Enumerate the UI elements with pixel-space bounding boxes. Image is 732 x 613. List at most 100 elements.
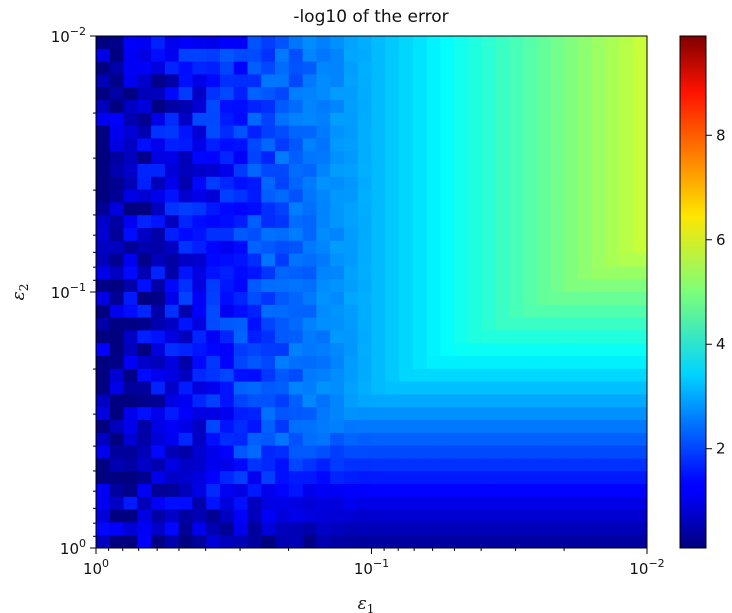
- heatmap-cell: [137, 304, 152, 319]
- heatmap-cell: [178, 100, 193, 114]
- heatmap-cell: [123, 151, 138, 165]
- heatmap-cell: [123, 356, 138, 370]
- heatmap-cell: [206, 407, 221, 421]
- heatmap-cell: [288, 74, 304, 88]
- heatmap-cell: [467, 420, 483, 434]
- heatmap-cell: [192, 458, 207, 472]
- heatmap-cell: [509, 112, 524, 127]
- heatmap-cell: [357, 317, 373, 331]
- heatmap-cell: [219, 407, 235, 421]
- heatmap-cell: [288, 266, 304, 280]
- heatmap-cell: [343, 189, 359, 203]
- heatmap-cell: [440, 48, 455, 63]
- heatmap-cell: [288, 368, 304, 383]
- heatmap-cell: [123, 317, 138, 331]
- heatmap-cell: [219, 292, 235, 306]
- heatmap-cell: [523, 458, 538, 472]
- heatmap-cell: [247, 36, 262, 50]
- heatmap-cell: [426, 522, 441, 536]
- heatmap-cell: [550, 202, 565, 216]
- heatmap-cell: [330, 48, 345, 63]
- heatmap-cell: [440, 484, 455, 498]
- heatmap-cell: [605, 317, 620, 331]
- heatmap-cell: [233, 509, 249, 523]
- heatmap-cell: [109, 164, 125, 178]
- heatmap-cell: [123, 381, 138, 395]
- heatmap-cell: [578, 266, 593, 280]
- heatmap-cell: [564, 48, 579, 63]
- heatmap-cell: [591, 407, 607, 421]
- heatmap-cell: [605, 535, 620, 549]
- heatmap-cell: [371, 48, 386, 63]
- heatmap-cell: [178, 253, 193, 267]
- heatmap-cell: [302, 292, 317, 306]
- heatmap-cell: [233, 61, 249, 75]
- heatmap-cell: [412, 522, 428, 536]
- heatmap-cell: [343, 535, 359, 549]
- heatmap-cell: [550, 471, 565, 485]
- heatmap-cell: [509, 228, 524, 242]
- heatmap-cell: [164, 266, 180, 280]
- heatmap-cell: [330, 496, 345, 511]
- y-axis-label: ε2: [9, 284, 31, 301]
- heatmap-cell: [109, 266, 125, 280]
- heatmap-cell: [371, 87, 386, 101]
- heatmap-cell: [316, 202, 331, 216]
- heatmap-cell: [605, 445, 620, 459]
- heatmap-cell: [591, 164, 607, 178]
- heatmap-cell: [192, 535, 207, 549]
- heatmap-cell: [219, 432, 235, 447]
- heatmap-cell: [288, 164, 304, 178]
- heatmap-cell: [137, 484, 152, 498]
- heatmap-cell: [564, 202, 579, 216]
- heatmap-cell: [343, 407, 359, 421]
- heatmap-cell: [426, 432, 441, 447]
- heatmap-cell: [302, 420, 317, 434]
- heatmap-cell: [302, 202, 317, 216]
- heatmap-cell: [219, 509, 235, 523]
- heatmap-cell: [219, 87, 235, 101]
- heatmap-cell: [233, 432, 249, 447]
- heatmap-cell: [509, 484, 524, 498]
- heatmap-cell: [247, 100, 262, 114]
- heatmap-cell: [426, 317, 441, 331]
- heatmap-cell: [233, 343, 249, 357]
- heatmap-cell: [357, 458, 373, 472]
- heatmap-cell: [137, 100, 152, 114]
- heatmap-cell: [399, 509, 414, 523]
- heatmap-cell: [109, 458, 125, 472]
- heatmap-cell: [219, 356, 235, 370]
- heatmap-cell: [412, 151, 428, 165]
- heatmap-cell: [233, 253, 249, 267]
- heatmap-cell: [564, 240, 579, 255]
- heatmap-cell: [219, 535, 235, 549]
- heatmap-cell: [247, 125, 262, 139]
- heatmap-cell: [454, 112, 469, 127]
- heatmap-cell: [495, 202, 510, 216]
- heatmap-cell: [151, 394, 166, 408]
- heatmap-cell: [302, 48, 317, 63]
- heatmap-cell: [96, 509, 111, 523]
- heatmap-cell: [564, 176, 579, 191]
- heatmap-cell: [564, 458, 579, 472]
- heatmap-cell: [302, 266, 317, 280]
- heatmap-cell: [578, 368, 593, 383]
- heatmap-cell: [591, 356, 607, 370]
- heatmap-cell: [467, 279, 483, 293]
- heatmap-cell: [426, 240, 441, 255]
- heatmap-cell: [399, 138, 414, 152]
- heatmap-cell: [247, 292, 262, 306]
- heatmap-cell: [605, 202, 620, 216]
- heatmap-cell: [371, 484, 386, 498]
- heatmap-cell: [316, 228, 331, 242]
- heatmap-cell: [481, 304, 496, 319]
- heatmap-cell: [233, 266, 249, 280]
- heatmap-cell: [426, 215, 441, 229]
- heatmap-cell: [605, 381, 620, 395]
- heatmap-cell: [247, 189, 262, 203]
- heatmap-cell: [192, 496, 207, 511]
- heatmap-cell: [206, 61, 221, 75]
- heatmap-cell: [330, 394, 345, 408]
- heatmap-cell: [385, 304, 400, 319]
- heatmap-cell: [219, 304, 235, 319]
